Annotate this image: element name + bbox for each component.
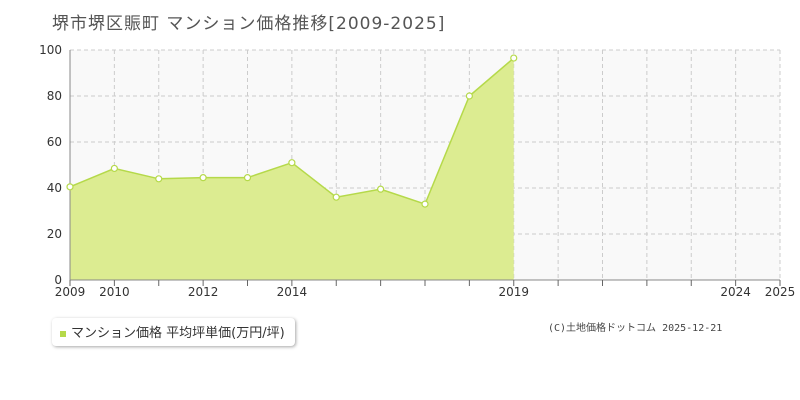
x-tick-label: 2014 — [277, 285, 308, 299]
y-tick-label: 40 — [47, 181, 62, 195]
y-tick-label: 20 — [47, 227, 62, 241]
x-tick-label: 2009 — [55, 285, 86, 299]
axes — [69, 50, 781, 286]
data-point — [510, 54, 518, 62]
data-point — [332, 193, 340, 201]
data-point — [243, 174, 252, 182]
legend-marker — [60, 330, 66, 337]
y-tick-label: 100 — [39, 43, 62, 57]
y-tick-label: 80 — [47, 89, 62, 103]
data-point — [199, 174, 207, 182]
x-tick-label: 2019 — [498, 285, 529, 299]
y-tick-label: 0 — [54, 273, 62, 287]
chart-title: 堺市堺区賑町 マンション価格推移[2009-2025] — [52, 14, 446, 34]
data-point — [66, 183, 74, 191]
legend: マンション価格 平均坪単価(万円/坪) — [52, 318, 295, 346]
data-point — [377, 185, 385, 193]
legend-label: マンション価格 平均坪単価(万円/坪) — [71, 326, 285, 341]
copyright: (C)土地価格ドットコム 2025-12-21 — [548, 323, 723, 334]
data-point — [110, 164, 118, 173]
x-tick-label: 2025 — [765, 285, 796, 299]
data-point — [421, 200, 429, 208]
y-tick-label: 60 — [47, 135, 62, 149]
data-point — [155, 175, 163, 183]
x-tick-label: 2024 — [720, 285, 751, 299]
x-tick-label: 2010 — [99, 285, 130, 299]
series-area — [70, 58, 514, 280]
x-tick-label: 2012 — [188, 285, 219, 299]
data-point — [465, 92, 473, 100]
data-markers — [66, 54, 518, 208]
data-point — [288, 159, 296, 167]
tick-labels: 0 20 40 60 80 100 2009 2010 2012 2014 2019 2024 2025 — [39, 43, 795, 299]
